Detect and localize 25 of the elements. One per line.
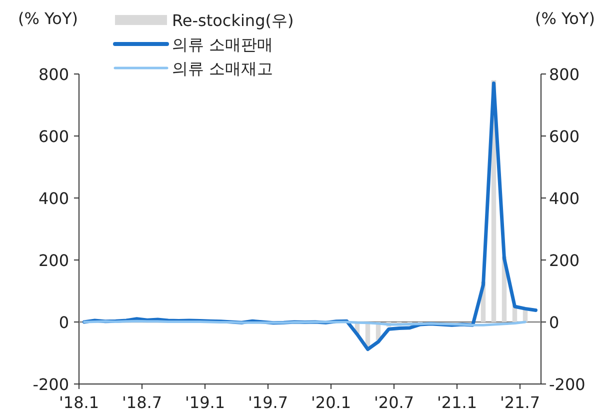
x-tick-label: '21.1 bbox=[436, 393, 478, 412]
y-tick-label: 800 bbox=[38, 65, 69, 84]
legend-label: 의류 소매재고 bbox=[172, 59, 274, 78]
y-axis-title: (% YoY) bbox=[18, 9, 78, 28]
y-tick-label: 0 bbox=[58, 313, 69, 332]
y-tick-label: 600 bbox=[38, 127, 69, 146]
y-tick-label: 400 bbox=[38, 189, 69, 208]
x-tick-label: '20.7 bbox=[374, 393, 414, 412]
x-tick-label: '18.7 bbox=[122, 393, 162, 412]
y2-tick-label: 400 bbox=[549, 189, 580, 208]
y2-tick-label: 0 bbox=[549, 313, 560, 332]
y2-axis-title: (% YoY) bbox=[535, 9, 595, 28]
x-tick-label: '19.1 bbox=[184, 393, 226, 412]
y-tick-label: 200 bbox=[38, 251, 69, 270]
y2-tick-label: 800 bbox=[549, 65, 580, 84]
legend-label: 의류 소매판매 bbox=[172, 35, 274, 54]
x-tick-label: '20.1 bbox=[310, 393, 352, 412]
y2-tick-label: 200 bbox=[549, 251, 580, 270]
x-tick-label: '19.7 bbox=[248, 393, 288, 412]
x-tick-label: '18.1 bbox=[58, 393, 100, 412]
x-tick-label: '21.7 bbox=[500, 393, 540, 412]
y2-tick-label: 600 bbox=[549, 127, 580, 146]
y-tick-label: -200 bbox=[32, 375, 69, 394]
legend-label: Re-stocking(우) bbox=[172, 11, 294, 30]
y2-tick-label: -200 bbox=[549, 375, 586, 394]
